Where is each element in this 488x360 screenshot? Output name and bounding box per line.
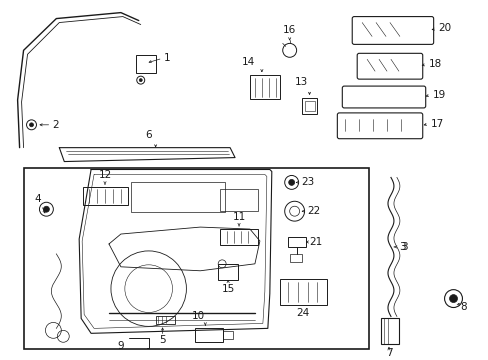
Text: 1: 1 [163, 53, 170, 63]
Bar [195, 328, 223, 342]
Bar [289, 254, 301, 262]
Circle shape [43, 206, 49, 212]
Text: 22: 22 [307, 206, 320, 216]
Circle shape [448, 294, 457, 302]
Bar [301, 98, 317, 114]
Text: 21: 21 [309, 237, 322, 247]
Bar [223, 331, 233, 339]
Bar [136, 55, 155, 73]
Text: 7: 7 [385, 348, 391, 358]
Text: 12: 12 [98, 170, 111, 180]
Text: 4: 4 [34, 194, 41, 204]
Bar [249, 75, 279, 99]
Circle shape [139, 78, 142, 82]
Text: 18: 18 [428, 59, 441, 69]
Bar [279, 279, 327, 305]
Bar [304, 101, 314, 111]
Text: 5: 5 [159, 335, 165, 345]
Bar [220, 229, 257, 245]
Text: 8: 8 [460, 302, 466, 311]
Text: 17: 17 [430, 119, 443, 129]
Text: 11: 11 [232, 212, 245, 222]
Bar [23, 167, 368, 349]
Circle shape [29, 123, 34, 127]
Text: 20: 20 [438, 23, 451, 33]
Text: 19: 19 [432, 90, 445, 100]
Text: 23: 23 [301, 177, 314, 188]
Bar [83, 187, 127, 205]
Bar [220, 189, 257, 211]
Bar [218, 264, 238, 280]
Bar [287, 237, 305, 247]
Bar [380, 319, 398, 344]
Bar [131, 183, 224, 212]
Bar [155, 316, 175, 324]
Text: 6: 6 [145, 130, 152, 140]
Text: 2: 2 [52, 120, 59, 130]
Text: 3: 3 [400, 242, 407, 252]
Text: 9: 9 [117, 341, 124, 351]
Circle shape [288, 179, 294, 185]
Text: 14: 14 [241, 57, 254, 67]
Text: 10: 10 [191, 311, 204, 321]
Text: 15: 15 [221, 284, 234, 294]
Text: 13: 13 [294, 77, 307, 87]
Text: 3: 3 [398, 242, 405, 252]
Text: 24: 24 [295, 309, 308, 319]
Text: 16: 16 [283, 26, 296, 36]
